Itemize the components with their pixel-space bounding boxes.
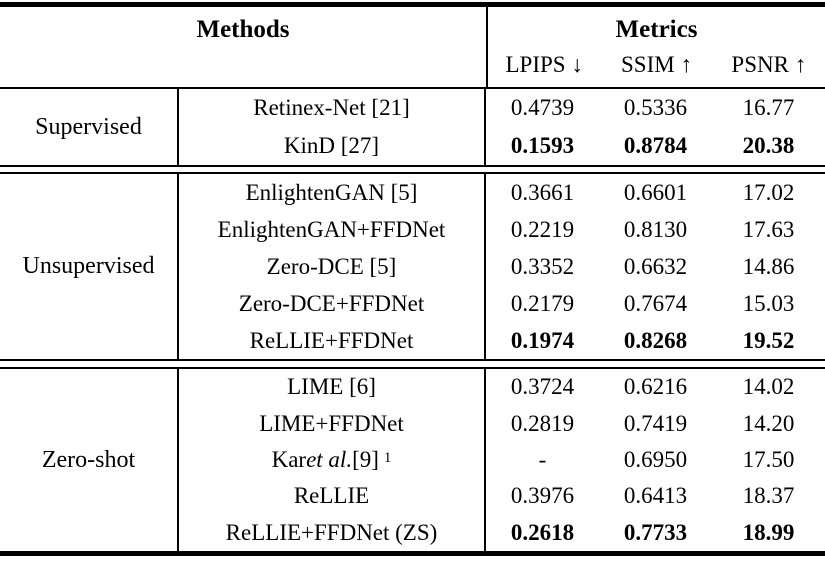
method-cell: ReLLIE+FFDNet (ZS): [177, 514, 486, 552]
table-row: Zero-DCE+FFDNet 0.2179 0.7674 15.03: [177, 285, 825, 322]
ssim-value: 0.7733: [623, 519, 688, 545]
psnr-value: 15.03: [742, 290, 795, 316]
section-unsupervised: Unsupervised EnlightenGAN [5] 0.3661 0.6…: [0, 174, 825, 359]
method-cell: Kar et al. [9] 1: [177, 441, 486, 479]
lpips-value: 0.3352: [510, 253, 575, 279]
psnr-value: 17.63: [742, 216, 795, 242]
section-supervised: Supervised Retinex-Net [21] 0.4739 0.533…: [0, 89, 825, 165]
lpips-value: 0.1974: [510, 327, 575, 353]
table-header: Methods Metrics LPIPS ↓ SSIM ↑ PSNR ↑: [0, 7, 825, 87]
ssim-value: 0.8784: [623, 133, 688, 158]
method-cell: EnlightenGAN [5]: [177, 174, 486, 211]
table-row: Retinex-Net [21] 0.4739 0.5336 16.77: [177, 89, 825, 127]
ssim-value: 0.6601: [623, 179, 688, 205]
group-label: Supervised: [35, 113, 142, 140]
method-cell: LIME+FFDNet: [177, 405, 486, 442]
ssim-value: 0.6413: [623, 483, 688, 509]
metric-column-headers: LPIPS ↓ SSIM ↑ PSNR ↑: [488, 50, 825, 80]
method-text-italic: et al.: [306, 447, 353, 473]
psnr-value: 16.77: [742, 95, 795, 120]
rule-top: [0, 2, 825, 7]
section-divider: [0, 359, 825, 369]
ssim-value: 0.8268: [623, 327, 688, 353]
table-row: EnlightenGAN [5] 0.3661 0.6601 17.02: [177, 174, 825, 211]
column-header-ssim: SSIM ↑: [621, 52, 692, 77]
method-cell: EnlightenGAN+FFDNet: [177, 211, 486, 248]
metrics-header-cell: Metrics LPIPS ↓ SSIM ↑ PSNR ↑: [486, 7, 825, 87]
methods-header-label: Methods: [196, 16, 290, 43]
rule-header-bottom: [0, 87, 825, 89]
lpips-value: -: [538, 447, 547, 473]
psnr-value: 20.38: [742, 133, 795, 158]
psnr-value: 18.37: [742, 483, 795, 509]
lpips-value: 0.4739: [510, 95, 575, 120]
psnr-value: 17.50: [742, 447, 795, 473]
method-cell: Retinex-Net [21]: [177, 89, 486, 127]
method-cell: ReLLIE+FFDNet: [177, 322, 486, 359]
method-cell: ReLLIE: [177, 478, 486, 515]
method-text: Kar: [271, 447, 307, 473]
method-cell: Zero-DCE [5]: [177, 248, 486, 285]
psnr-value: 14.02: [742, 374, 795, 400]
psnr-value: 14.86: [742, 253, 795, 279]
lpips-value: 0.1593: [510, 133, 575, 158]
group-label: Zero-shot: [41, 446, 136, 473]
lpips-value: 0.3724: [510, 374, 575, 400]
lpips-value: 0.2819: [510, 410, 575, 436]
lpips-value: 0.2179: [510, 290, 575, 316]
section-divider: [0, 165, 825, 174]
table-row: ReLLIE+FFDNet 0.1974 0.8268 19.52: [177, 322, 825, 359]
method-cell: Zero-DCE+FFDNet: [177, 285, 486, 322]
table-row: Zero-DCE [5] 0.3352 0.6632 14.86: [177, 248, 825, 285]
psnr-value: 14.20: [742, 410, 795, 436]
psnr-value: 18.99: [742, 519, 795, 545]
ssim-value: 0.6950: [623, 447, 688, 473]
ssim-value: 0.6632: [623, 253, 688, 279]
metrics-header-label: Metrics: [615, 16, 698, 43]
ssim-value: 0.5336: [623, 95, 688, 120]
table-row: LIME+FFDNet 0.2819 0.7419 14.20: [177, 405, 825, 442]
method-text: [9]: [352, 447, 379, 473]
lpips-value: 0.3976: [510, 483, 575, 509]
ssim-value: 0.8130: [623, 216, 688, 242]
table-row: EnlightenGAN+FFDNet 0.2219 0.8130 17.63: [177, 211, 825, 248]
ssim-value: 0.7419: [623, 410, 688, 436]
ssim-value: 0.7674: [623, 290, 688, 316]
rule-bottom: [0, 551, 825, 556]
lpips-value: 0.2219: [510, 216, 575, 242]
section-zero-shot: Zero-shot LIME [6] 0.3724 0.6216 14.02 L…: [0, 369, 825, 552]
psnr-value: 19.52: [742, 327, 795, 353]
lpips-value: 0.3661: [510, 179, 575, 205]
column-header-psnr: PSNR ↑: [731, 52, 807, 77]
column-header-lpips: LPIPS ↓: [505, 52, 583, 77]
lpips-value: 0.2618: [510, 519, 575, 545]
psnr-value: 17.02: [742, 179, 795, 205]
table-row: ReLLIE 0.3976 0.6413 18.37: [177, 478, 825, 515]
group-label: Unsupervised: [22, 253, 155, 279]
method-cell: LIME [6]: [177, 369, 486, 406]
table-row: Kar et al. [9] 1 - 0.6950 17.50: [177, 441, 825, 479]
ssim-value: 0.6216: [623, 374, 688, 400]
table-row: KinD [27] 0.1593 0.8784 20.38: [177, 127, 825, 165]
method-cell: KinD [27]: [177, 127, 486, 165]
table-row: LIME [6] 0.3724 0.6216 14.02: [177, 369, 825, 406]
table-row: ReLLIE+FFDNet (ZS) 0.2618 0.7733 18.99: [177, 514, 825, 552]
methods-header-cell: Methods: [0, 7, 486, 87]
